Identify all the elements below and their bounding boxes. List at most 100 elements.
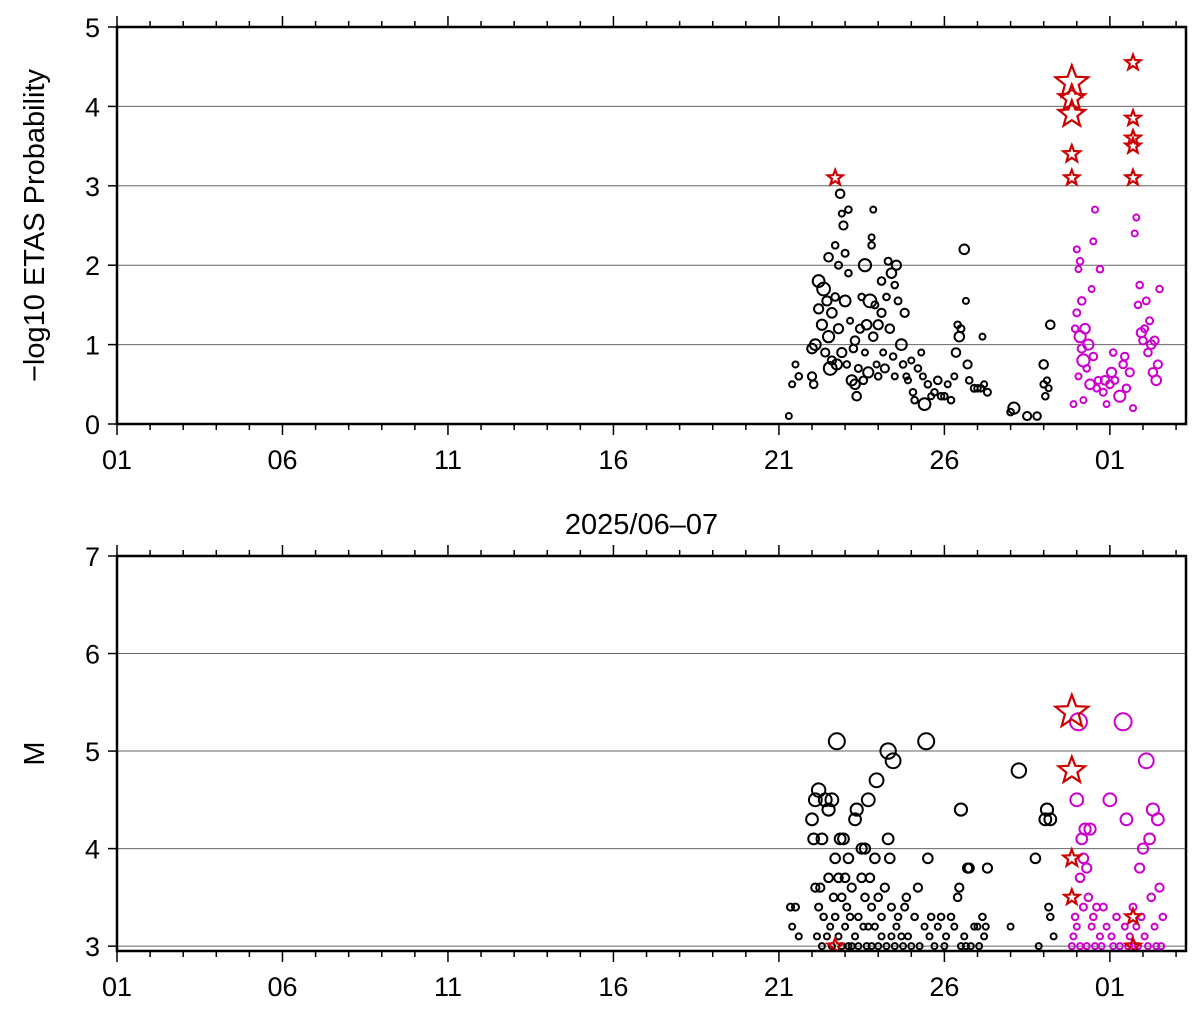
etas-before-point — [872, 319, 884, 331]
magnitude-before-point — [1044, 902, 1054, 912]
magnitude-before-point — [788, 922, 797, 931]
etas-before-point — [913, 364, 923, 373]
magnitude-before-point — [877, 912, 886, 922]
magnitude-before-point — [873, 892, 884, 903]
magnitude-before-point — [860, 892, 870, 903]
magnitude-before-point — [882, 942, 891, 951]
etas-after-point — [1140, 324, 1150, 334]
magnitude-before-point — [981, 862, 994, 874]
etas-before-point — [820, 347, 831, 358]
magnitude-before-point — [978, 912, 987, 922]
etas-before-point — [917, 348, 926, 357]
magnitude-y-tick-label: 5 — [85, 737, 100, 767]
magnitude-before-point — [884, 752, 902, 770]
etas-before-point — [890, 259, 903, 271]
magnitude-before-point — [786, 902, 796, 912]
etas-after-point — [1074, 265, 1083, 274]
magnitude-before-point — [807, 792, 823, 808]
etas-before-point — [890, 372, 899, 381]
magnitude-before-point — [920, 922, 929, 931]
magnitude-before-point — [892, 922, 901, 931]
etas-after-point — [1090, 205, 1099, 214]
magnitude-before-point — [899, 942, 908, 951]
etas-before-point — [844, 205, 853, 214]
etas-before-point — [903, 376, 912, 385]
etas-after-point — [1082, 364, 1092, 373]
etas-before-point — [849, 335, 861, 346]
magnitude-star-point — [1060, 846, 1084, 869]
etas-after-point — [1069, 400, 1078, 409]
etas-before-point — [848, 343, 859, 354]
etas-x-tick-label: 11 — [434, 445, 462, 475]
etas-before-point — [862, 366, 875, 379]
magnitude-before-point — [837, 892, 847, 903]
magnitude-before-point — [827, 732, 846, 751]
magnitude-y-tick-label: 7 — [85, 542, 100, 572]
etas-before-point — [860, 348, 869, 357]
magnitude-before-point — [954, 882, 965, 893]
magnitude-before-point — [839, 872, 851, 884]
etas-before-point — [1042, 376, 1051, 385]
magnitude-before-point — [879, 742, 897, 760]
magnitude-before-point — [837, 832, 850, 846]
etas-before-point — [834, 188, 846, 200]
magnitude-before-point — [828, 892, 839, 903]
magnitude-before-point — [824, 792, 840, 808]
etas-before-point — [851, 390, 862, 402]
magnitude-before-point — [790, 902, 800, 912]
etas-after-point — [1079, 396, 1088, 405]
magnitude-before-point — [874, 942, 883, 951]
magnitude-before-point — [867, 902, 877, 912]
magnitude-before-point — [893, 912, 903, 922]
magnitude-before-point — [842, 902, 852, 912]
magnitude-after-point — [1070, 912, 1080, 922]
etas-before-point — [961, 296, 970, 305]
magnitude-before-point — [980, 932, 989, 941]
etas-y-tick-label: 4 — [85, 92, 100, 122]
magnitude-after-point — [1134, 862, 1146, 874]
etas-after-point — [1149, 335, 1160, 346]
etas-before-point — [950, 347, 962, 358]
magnitude-after-point — [1097, 942, 1106, 951]
magnitude-after-point — [1137, 752, 1155, 770]
magnitude-before-point — [981, 922, 990, 931]
magnitude-x-tick-label: 11 — [434, 972, 462, 1002]
magnitude-before-point — [860, 792, 876, 808]
etas-before-point — [826, 307, 838, 319]
etas-before-point — [837, 209, 846, 218]
magnitude-before-point — [817, 792, 833, 808]
etas-before-point — [830, 241, 840, 250]
magnitude-star-point — [1122, 905, 1144, 926]
magnitude-before-point — [940, 942, 949, 951]
etas-before-point — [806, 371, 818, 382]
magnitude-after-point — [1069, 792, 1085, 808]
etas-after-point — [1074, 372, 1083, 381]
magnitude-after-point — [1074, 872, 1086, 884]
magnitude-after-point — [1095, 932, 1104, 941]
etas-before-point — [932, 375, 943, 386]
etas-before-point — [784, 412, 793, 421]
etas-after-point — [1079, 322, 1091, 335]
etas-before-point — [910, 395, 919, 405]
magnitude-y-tick-label: 3 — [85, 932, 100, 962]
magnitude-before-point — [812, 932, 821, 941]
magnitude-before-point — [826, 922, 835, 931]
magnitude-before-point — [810, 882, 821, 893]
etas-y-tick-label: 0 — [85, 410, 100, 440]
etas-star-point — [1055, 81, 1088, 113]
magnitude-before-point — [846, 882, 857, 893]
magnitude-before-point — [851, 932, 860, 941]
etas-x-tick-label: 26 — [929, 445, 959, 475]
etas-before-point — [857, 258, 873, 273]
etas-before-point — [821, 330, 836, 344]
etas-star-point — [1122, 107, 1144, 128]
etas-before-point — [833, 260, 843, 270]
etas-star-point — [1061, 166, 1083, 187]
etas-before-point — [846, 316, 855, 325]
magnitude-before-point — [870, 922, 879, 931]
etas-before-point — [1006, 407, 1015, 417]
etas-before-point — [893, 296, 903, 306]
magnitude-before-point — [862, 942, 871, 951]
etas-before-point — [842, 360, 852, 369]
